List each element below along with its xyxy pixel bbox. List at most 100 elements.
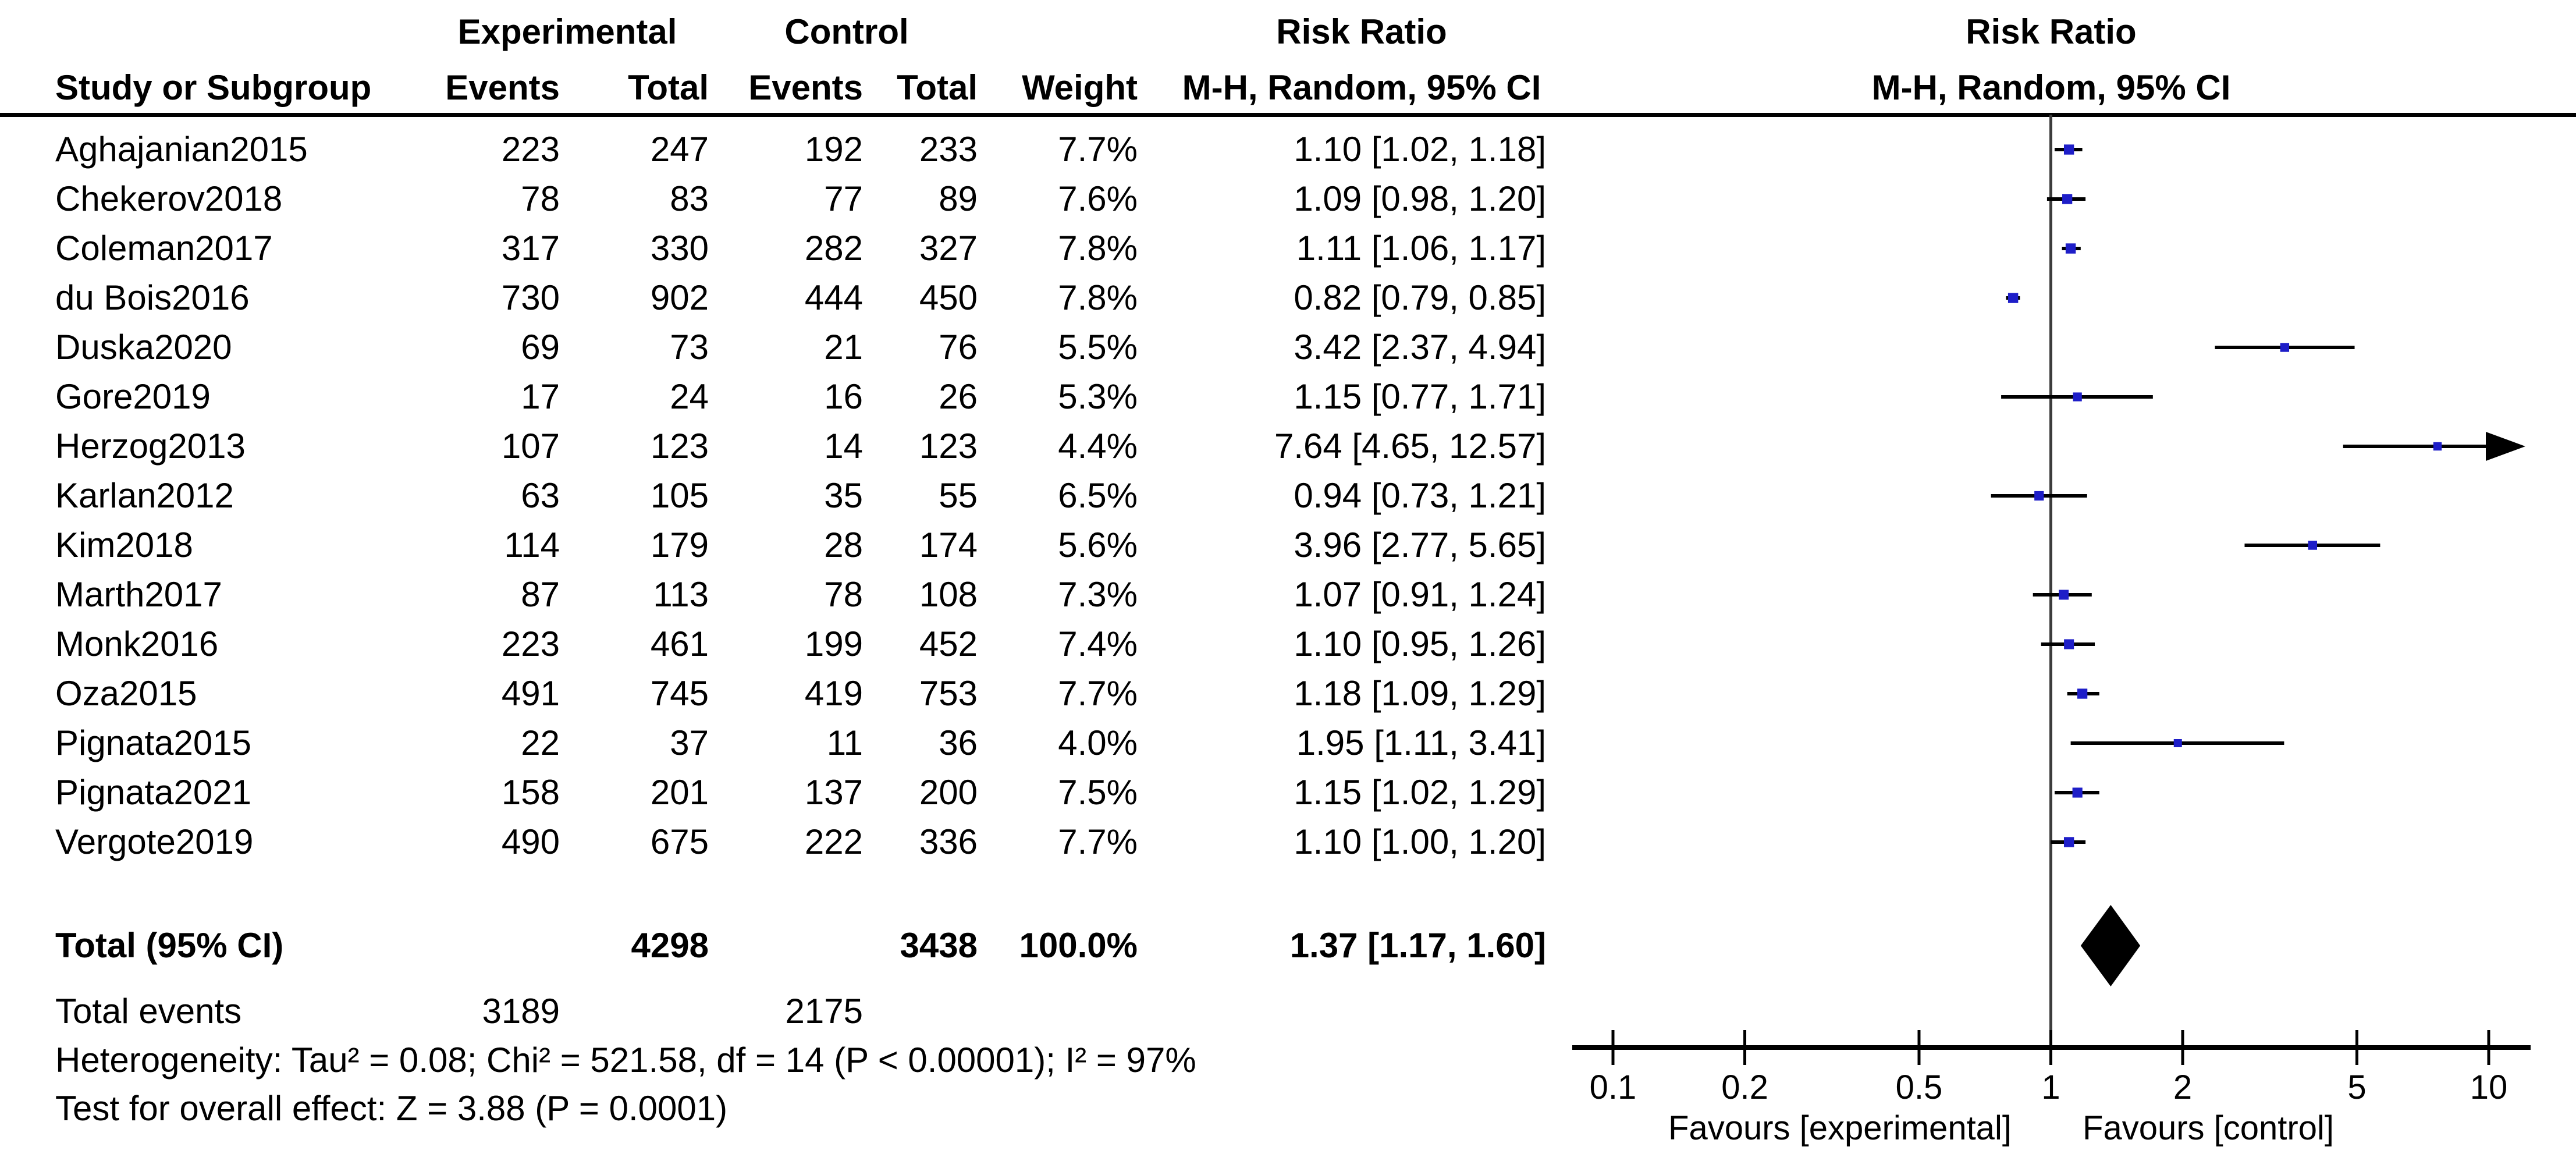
ctl-events-cell: 14 — [824, 427, 863, 466]
study-name: Coleman2017 — [55, 229, 273, 268]
total-ctl-total: 3438 — [900, 926, 978, 965]
column-header-ctl-events: Events — [748, 68, 863, 107]
ctl-total-cell: 753 — [919, 674, 978, 713]
axis-tick-label: 0.5 — [1896, 1068, 1943, 1106]
weight-cell: 7.8% — [1058, 229, 1138, 268]
exp-total-cell: 123 — [650, 427, 709, 466]
ctl-total-cell: 36 — [939, 723, 978, 762]
ctl-total-cell: 123 — [919, 427, 978, 466]
study-name: Vergote2019 — [55, 822, 254, 861]
rr-ci-cell: 0.94 [0.73, 1.21] — [1294, 476, 1546, 515]
ctl-events-cell: 78 — [824, 575, 863, 614]
exp-events-cell: 491 — [501, 674, 560, 713]
total-events-ctl: 2175 — [785, 992, 863, 1031]
total-diamond — [2080, 905, 2141, 986]
effect-marker — [2073, 392, 2082, 402]
effect-marker — [2063, 144, 2074, 155]
ctl-events-cell: 16 — [824, 377, 863, 416]
heterogeneity-stats: Heterogeneity: Tau² = 0.08; Chi² = 521.5… — [55, 1041, 1196, 1080]
study-name: Pignata2015 — [55, 723, 251, 762]
effect-marker — [2007, 293, 2019, 303]
ctl-total-cell: 200 — [919, 773, 978, 812]
weight-cell: 5.5% — [1058, 328, 1138, 367]
rr-ci-cell: 3.42 [2.37, 4.94] — [1294, 328, 1546, 367]
column-header-weight: Weight — [1022, 68, 1138, 107]
ctl-total-cell: 452 — [919, 624, 978, 663]
study-name: Chekerov2018 — [55, 179, 283, 218]
effect-measure-header-plot: M-H, Random, 95% CI — [1871, 68, 2231, 107]
study-name: Herzog2013 — [55, 427, 246, 466]
total-events-exp: 3189 — [482, 992, 560, 1031]
ctl-events-cell: 222 — [804, 822, 863, 861]
study-name: Marth2017 — [55, 575, 222, 614]
exp-events-cell: 22 — [521, 723, 560, 762]
study-name: Duska2020 — [55, 328, 232, 367]
exp-events-cell: 223 — [501, 130, 560, 169]
rr-ci-cell: 1.95 [1.11, 3.41] — [1296, 723, 1546, 762]
effect-marker — [2063, 837, 2074, 847]
rr-ci-cell: 1.11 [1.06, 1.17] — [1296, 229, 1546, 268]
exp-events-cell: 223 — [501, 624, 560, 663]
ctl-total-cell: 233 — [919, 130, 978, 169]
rr-ci-cell: 1.18 [1.09, 1.29] — [1294, 674, 1546, 713]
ctl-events-cell: 11 — [826, 723, 863, 762]
rr-ci-cell: 1.09 [0.98, 1.20] — [1294, 179, 1546, 218]
ctl-events-cell: 137 — [804, 773, 863, 812]
weight-cell: 7.8% — [1058, 278, 1138, 317]
exp-total-cell: 902 — [650, 278, 709, 317]
study-name: Monk2016 — [55, 624, 219, 663]
rr-ci-cell: 0.82 [0.79, 0.85] — [1294, 278, 1546, 317]
exp-total-cell: 675 — [650, 822, 709, 861]
rr-ci-cell: 7.64 [4.65, 12.57] — [1274, 427, 1546, 466]
risk-ratio-header-plot: Risk Ratio — [1966, 12, 2137, 51]
total-weight: 100.0% — [1019, 926, 1138, 965]
exp-events-cell: 87 — [521, 575, 560, 614]
weight-cell: 7.3% — [1058, 575, 1138, 614]
weight-cell: 5.3% — [1058, 377, 1138, 416]
effect-marker — [2280, 343, 2290, 352]
effect-marker — [2308, 541, 2317, 550]
rr-ci-cell: 1.10 [1.00, 1.20] — [1294, 822, 1546, 861]
exp-total-cell: 745 — [650, 674, 709, 713]
weight-cell: 5.6% — [1058, 526, 1138, 564]
total-row-label: Total (95% CI) — [55, 926, 284, 965]
weight-cell: 7.5% — [1058, 773, 1138, 812]
effect-marker — [2065, 243, 2076, 254]
header-divider-rule — [0, 113, 2576, 117]
ctl-events-cell: 192 — [804, 130, 863, 169]
ctl-total-cell: 336 — [919, 822, 978, 861]
weight-cell: 7.7% — [1058, 130, 1138, 169]
rr-ci-cell: 1.07 [0.91, 1.24] — [1294, 575, 1546, 614]
column-header-ctl-total: Total — [897, 68, 978, 107]
exp-events-cell: 69 — [521, 328, 560, 367]
exp-events-cell: 158 — [501, 773, 560, 812]
ctl-total-cell: 89 — [939, 179, 978, 218]
study-name: Pignata2021 — [55, 773, 251, 812]
exp-total-cell: 83 — [670, 179, 709, 218]
exp-total-cell: 330 — [650, 229, 709, 268]
study-name: Oza2015 — [55, 674, 197, 713]
ci-arrow-right-icon — [2486, 432, 2525, 461]
exp-total-cell: 73 — [670, 328, 709, 367]
exp-events-cell: 730 — [501, 278, 560, 317]
axis-tick-label: 5 — [2347, 1068, 2366, 1106]
exp-total-cell: 201 — [650, 773, 709, 812]
effect-marker — [2062, 194, 2073, 204]
ctl-total-cell: 108 — [919, 575, 978, 614]
weight-cell: 6.5% — [1058, 476, 1138, 515]
risk-ratio-header-left: Risk Ratio — [1276, 12, 1447, 51]
exp-events-cell: 490 — [501, 822, 560, 861]
exp-total-cell: 113 — [653, 575, 709, 614]
weight-cell: 7.7% — [1058, 674, 1138, 713]
favours-experimental-label: Favours [experimental] — [1668, 1109, 2012, 1147]
ctl-total-cell: 174 — [919, 526, 978, 564]
effect-measure-header-left: M-H, Random, 95% CI — [1182, 68, 1541, 107]
total-events-label: Total events — [55, 992, 242, 1031]
ctl-events-cell: 444 — [804, 278, 863, 317]
effect-marker — [2064, 639, 2074, 649]
effect-marker — [2077, 688, 2088, 699]
axis-tick-label: 10 — [2470, 1068, 2508, 1106]
study-name: du Bois2016 — [55, 278, 250, 317]
effect-marker — [2059, 590, 2069, 600]
